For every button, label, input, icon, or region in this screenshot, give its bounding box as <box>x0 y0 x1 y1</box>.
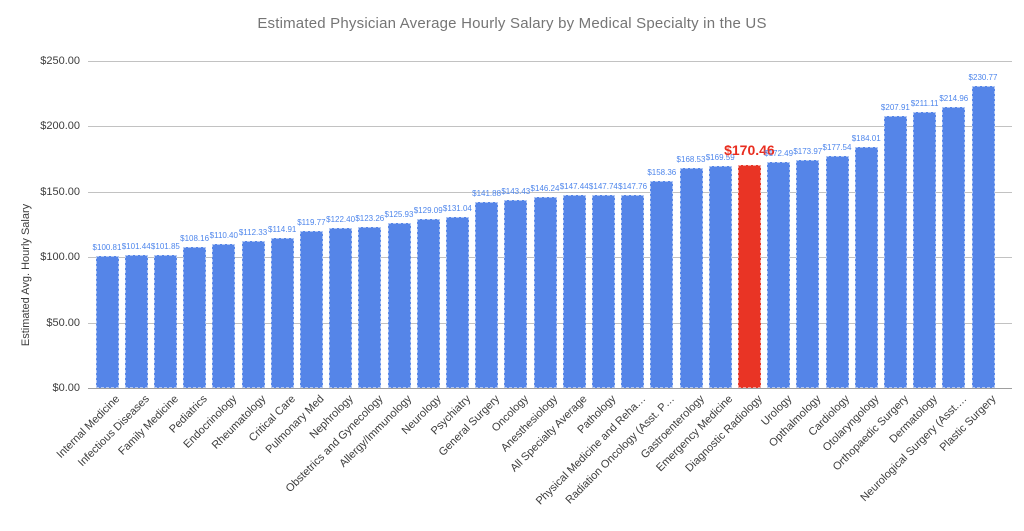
y-gridline <box>88 191 1012 193</box>
bar[interactable] <box>329 227 353 388</box>
y-gridline <box>88 61 1012 62</box>
y-gridline <box>88 126 1012 128</box>
bar-value-label: $123.26 <box>355 213 385 223</box>
bar-value-label: $101.85 <box>150 241 180 251</box>
y-tick-label: $50.00 <box>46 316 80 329</box>
y-tick-label: $200.00 <box>40 120 80 133</box>
bar-value-label: $147.76 <box>618 181 648 191</box>
bar-value-label: $147.44 <box>559 182 589 192</box>
bar-value-label: $147.74 <box>588 181 618 191</box>
bar-value-label: $172.49 <box>764 149 794 159</box>
bar[interactable] <box>124 255 148 388</box>
bar-value-label: $125.93 <box>384 210 414 220</box>
bar-value-label: $168.53 <box>676 154 706 164</box>
bar-value-label: $211.11 <box>910 98 939 108</box>
bar[interactable] <box>475 202 499 388</box>
bar[interactable] <box>591 194 615 388</box>
bar-value-label: $141.88 <box>472 189 502 199</box>
bar[interactable] <box>621 194 645 388</box>
bar[interactable] <box>796 160 820 388</box>
bar[interactable] <box>270 237 294 388</box>
y-axis-title: Estimated Avg. Hourly Salary <box>20 203 32 347</box>
bar[interactable] <box>533 196 557 388</box>
chart-title: Estimated Physician Average Hourly Salar… <box>257 15 767 32</box>
bar[interactable] <box>358 226 382 388</box>
bar[interactable] <box>767 162 791 388</box>
bar[interactable] <box>416 219 440 388</box>
bar-value-label: $100.81 <box>92 243 122 253</box>
bar[interactable] <box>153 254 177 388</box>
bar[interactable] <box>212 243 236 388</box>
bar[interactable] <box>883 116 907 388</box>
bar-value-label: $143.43 <box>501 187 531 197</box>
bar[interactable] <box>504 200 528 388</box>
bar-value-label: $119.77 <box>297 218 326 228</box>
bar[interactable] <box>854 147 878 388</box>
bar[interactable] <box>387 223 411 388</box>
bar-value-label: $122.40 <box>326 214 356 224</box>
bar[interactable] <box>241 241 265 388</box>
bar-value-label: $169.59 <box>705 153 735 163</box>
bar-value-label: $146.24 <box>530 183 560 193</box>
bar[interactable] <box>971 86 995 388</box>
bar[interactable] <box>913 111 937 388</box>
bar[interactable] <box>562 195 586 388</box>
bar[interactable] <box>708 166 732 388</box>
y-tick-label: $0.00 <box>52 382 80 394</box>
bar-value-label: $177.54 <box>822 142 852 152</box>
bar-value-label: $158.36 <box>647 167 677 177</box>
y-tick-label: $100.00 <box>40 251 80 264</box>
y-tick-label: $150.00 <box>40 185 80 198</box>
highlighted-value-label: $170.46 <box>724 142 775 159</box>
bar[interactable] <box>183 246 207 388</box>
bar-value-label: $131.04 <box>442 203 472 213</box>
x-axis-baseline <box>88 388 1012 389</box>
bar[interactable] <box>679 167 703 388</box>
bar[interactable] <box>825 155 849 388</box>
bar[interactable] <box>299 231 323 388</box>
bar-value-label: $101.44 <box>121 242 151 252</box>
bar-value-label: $207.91 <box>880 103 910 113</box>
bar-value-label: $184.01 <box>851 134 881 144</box>
bar-value-label: $108.16 <box>180 233 210 243</box>
bar-value-label: $214.96 <box>939 93 969 103</box>
bar-value-label: $129.09 <box>413 206 443 216</box>
bar[interactable] <box>650 180 674 388</box>
bar[interactable] <box>445 216 469 388</box>
bar[interactable] <box>942 106 966 388</box>
highlighted-bar[interactable] <box>737 165 761 388</box>
bar-value-label: $110.40 <box>209 230 238 240</box>
bar-value-label: $112.33 <box>238 228 268 238</box>
bar-value-label: $114.91 <box>268 224 297 234</box>
bar[interactable] <box>95 256 119 388</box>
bar-value-label: $173.97 <box>793 147 823 157</box>
bar-value-label: $230.77 <box>968 73 998 83</box>
y-tick-label: $250.00 <box>40 55 80 67</box>
